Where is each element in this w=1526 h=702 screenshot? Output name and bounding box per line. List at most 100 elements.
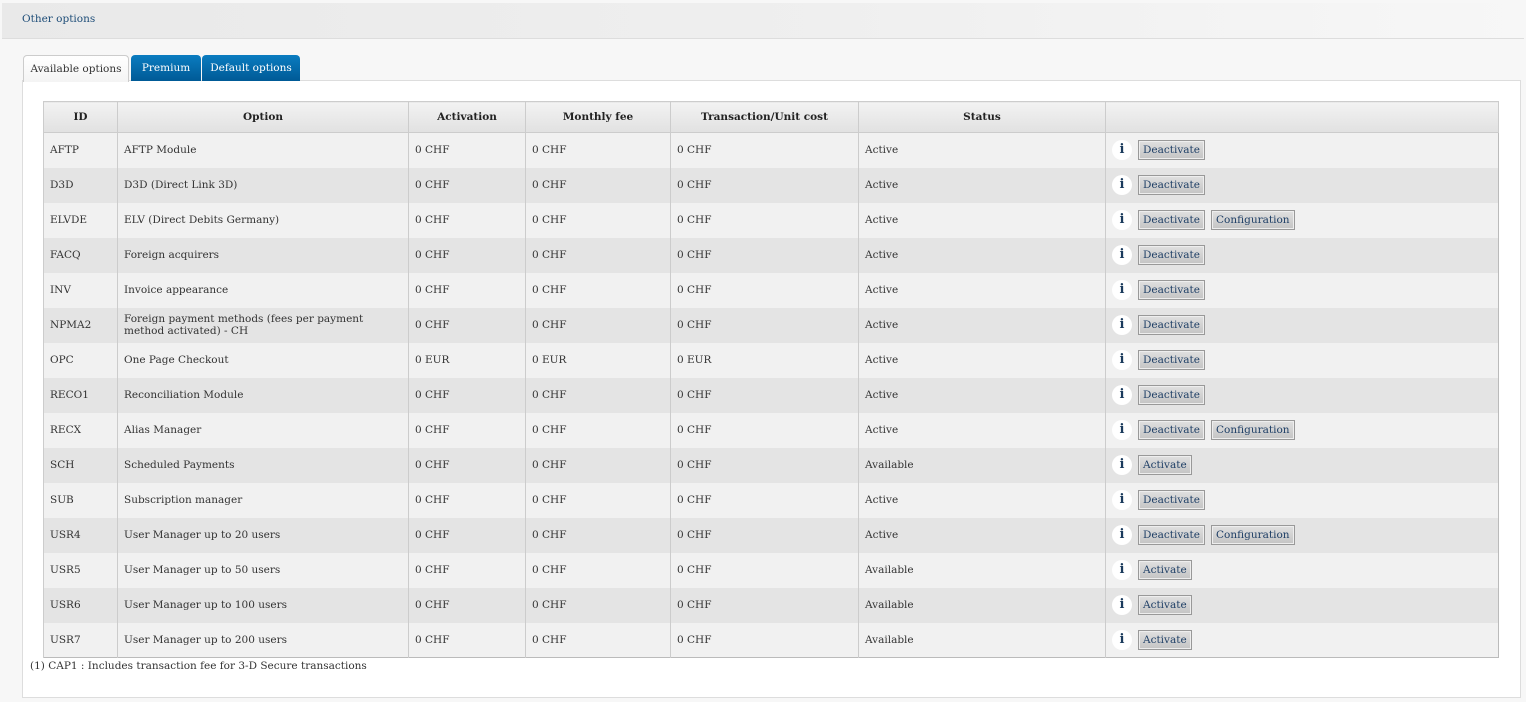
cell-id: OPC bbox=[43, 342, 118, 378]
cell-actions: i Deactivate bbox=[1105, 272, 1499, 308]
info-icon[interactable]: i bbox=[1112, 490, 1132, 510]
cell-activation: 0 CHF bbox=[408, 167, 526, 203]
deactivate-button[interactable]: Deactivate bbox=[1138, 280, 1205, 300]
deactivate-button[interactable]: Deactivate bbox=[1138, 210, 1205, 230]
cell-option: Foreign payment methods (fees per paymen… bbox=[117, 307, 409, 343]
cell-option: D3D (Direct Link 3D) bbox=[117, 167, 409, 203]
info-icon[interactable]: i bbox=[1112, 245, 1132, 265]
info-icon[interactable]: i bbox=[1112, 560, 1132, 580]
cell-status: Active bbox=[858, 132, 1106, 168]
cell-status: Active bbox=[858, 307, 1106, 343]
cell-id: NPMA2 bbox=[43, 307, 118, 343]
deactivate-button[interactable]: Deactivate bbox=[1138, 350, 1205, 370]
cell-status: Available bbox=[858, 447, 1106, 483]
deactivate-button[interactable]: Deactivate bbox=[1138, 525, 1205, 545]
activate-button[interactable]: Activate bbox=[1138, 595, 1192, 615]
cell-activation: 0 CHF bbox=[408, 307, 526, 343]
cell-monthly-fee: 0 CHF bbox=[525, 132, 671, 168]
table-row: USR4 User Manager up to 20 users 0 CHF 0 CH… bbox=[43, 517, 1499, 553]
info-icon[interactable]: i bbox=[1112, 140, 1132, 161]
cell-unit-cost: 0 CHF bbox=[670, 622, 859, 658]
cell-monthly-fee: 0 CHF bbox=[525, 622, 671, 658]
cell-monthly-fee: 0 CHF bbox=[525, 307, 671, 343]
info-icon[interactable]: i bbox=[1112, 350, 1132, 370]
section-header: Other options bbox=[2, 3, 1524, 39]
cell-actions: i Deactivate bbox=[1105, 307, 1499, 343]
cell-id: SCH bbox=[43, 447, 118, 483]
cell-option: Foreign acquirers bbox=[117, 237, 409, 273]
table-row: D3D D3D (Direct Link 3D) 0 CHF 0 CHF 0 CHF Ac… bbox=[43, 167, 1499, 203]
cell-status: Available bbox=[858, 622, 1106, 658]
cell-option: User Manager up to 50 users bbox=[117, 552, 409, 588]
configuration-button[interactable]: Configuration bbox=[1210, 210, 1295, 230]
deactivate-button[interactable]: Deactivate bbox=[1138, 140, 1205, 161]
cell-status: Available bbox=[858, 587, 1106, 623]
cell-actions: i Deactivate bbox=[1105, 377, 1499, 413]
cell-status: Active bbox=[858, 412, 1106, 448]
cell-actions: i Deactivate Configuration bbox=[1105, 412, 1499, 448]
cell-activation: 0 CHF bbox=[408, 622, 526, 658]
cell-actions: i Activate bbox=[1105, 552, 1499, 588]
cell-monthly-fee: 0 EUR bbox=[525, 342, 671, 378]
cell-option: Scheduled Payments bbox=[117, 447, 409, 483]
configuration-button[interactable]: Configuration bbox=[1210, 420, 1295, 440]
cell-activation: 0 CHF bbox=[408, 482, 526, 518]
cell-id: USR4 bbox=[43, 517, 118, 553]
activate-button[interactable]: Activate bbox=[1138, 560, 1192, 580]
cell-activation: 0 CHF bbox=[408, 272, 526, 308]
deactivate-button[interactable]: Deactivate bbox=[1138, 420, 1205, 440]
info-icon[interactable]: i bbox=[1112, 280, 1132, 300]
info-icon[interactable]: i bbox=[1112, 385, 1132, 405]
deactivate-button[interactable]: Deactivate bbox=[1138, 315, 1205, 335]
cell-monthly-fee: 0 CHF bbox=[525, 587, 671, 623]
cell-monthly-fee: 0 CHF bbox=[525, 447, 671, 483]
info-icon[interactable]: i bbox=[1112, 175, 1132, 195]
tab-default-options[interactable]: Default options bbox=[202, 55, 300, 81]
options-table: ID Option Activation Monthly fee Transac… bbox=[43, 101, 1499, 658]
info-icon[interactable]: i bbox=[1112, 420, 1132, 440]
table-row: OPC One Page Checkout 0 EUR 0 EUR 0 EUR Activ… bbox=[43, 342, 1499, 378]
cell-status: Active bbox=[858, 377, 1106, 413]
cell-actions: i Deactivate bbox=[1105, 132, 1499, 168]
column-header-status: Status bbox=[858, 101, 1106, 133]
cell-option: One Page Checkout bbox=[117, 342, 409, 378]
activate-button[interactable]: Activate bbox=[1138, 629, 1192, 650]
info-icon[interactable]: i bbox=[1112, 210, 1132, 230]
cell-activation: 0 CHF bbox=[408, 237, 526, 273]
cell-monthly-fee: 0 CHF bbox=[525, 377, 671, 413]
cell-unit-cost: 0 CHF bbox=[670, 237, 859, 273]
deactivate-button[interactable]: Deactivate bbox=[1138, 245, 1205, 265]
activate-button[interactable]: Activate bbox=[1138, 455, 1192, 475]
cell-status: Active bbox=[858, 272, 1106, 308]
cell-monthly-fee: 0 CHF bbox=[525, 552, 671, 588]
cell-id: USR7 bbox=[43, 622, 118, 658]
table-row: ELVDE ELV (Direct Debits Germany) 0 CHF 0 C… bbox=[43, 202, 1499, 238]
table-row: SUB Subscription manager 0 CHF 0 CHF 0 CHF Ac… bbox=[43, 482, 1499, 518]
deactivate-button[interactable]: Deactivate bbox=[1138, 385, 1205, 405]
cell-activation: 0 CHF bbox=[408, 412, 526, 448]
tab-premium[interactable]: Premium bbox=[131, 55, 201, 81]
deactivate-button[interactable]: Deactivate bbox=[1138, 175, 1205, 195]
cell-actions: i Activate bbox=[1105, 447, 1499, 483]
cell-id: RECX bbox=[43, 412, 118, 448]
cell-activation: 0 CHF bbox=[408, 552, 526, 588]
info-icon[interactable]: i bbox=[1112, 525, 1132, 545]
cell-actions: i Activate bbox=[1105, 622, 1499, 658]
tab-available-options[interactable]: Available options bbox=[23, 55, 129, 82]
configuration-button[interactable]: Configuration bbox=[1210, 525, 1295, 545]
column-header-monthly-fee: Monthly fee bbox=[525, 101, 671, 133]
info-icon[interactable]: i bbox=[1112, 315, 1132, 335]
cell-monthly-fee: 0 CHF bbox=[525, 237, 671, 273]
cell-activation: 0 CHF bbox=[408, 447, 526, 483]
cell-status: Active bbox=[858, 167, 1106, 203]
cell-option: User Manager up to 200 users bbox=[117, 622, 409, 658]
cell-id: ELVDE bbox=[43, 202, 118, 238]
info-icon[interactable]: i bbox=[1112, 595, 1132, 615]
info-icon[interactable]: i bbox=[1112, 455, 1132, 475]
info-icon[interactable]: i bbox=[1112, 629, 1132, 650]
cell-monthly-fee: 0 CHF bbox=[525, 517, 671, 553]
footnote: (1) CAP1 : Includes transaction fee for … bbox=[30, 660, 367, 672]
deactivate-button[interactable]: Deactivate bbox=[1138, 490, 1205, 510]
cell-unit-cost: 0 CHF bbox=[670, 307, 859, 343]
column-header-activation: Activation bbox=[408, 101, 526, 133]
